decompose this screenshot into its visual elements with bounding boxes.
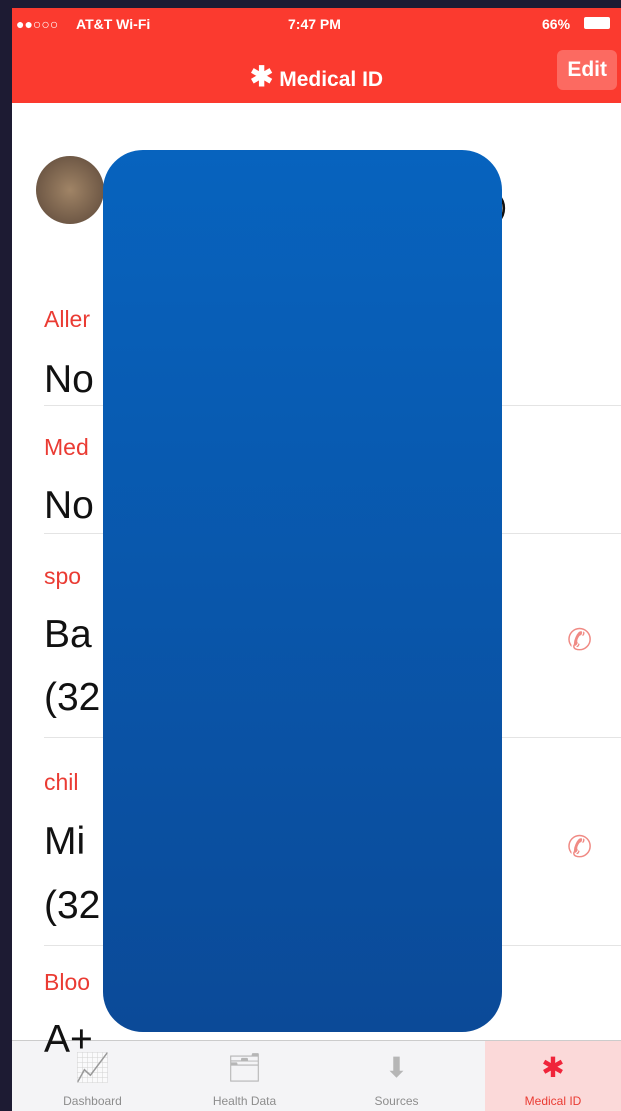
call-button[interactable]: ✆	[567, 830, 592, 865]
field-value: Ba	[44, 613, 92, 657]
battery: 66%	[542, 16, 570, 32]
field-label: Med	[44, 434, 89, 461]
field-value: (32	[44, 884, 100, 928]
title: ✱ Medical ID	[12, 60, 621, 93]
field-value: Mi	[44, 820, 85, 864]
avatar	[36, 156, 104, 224]
status-dots: ●●○○○	[16, 16, 58, 32]
tab[interactable]: ⬇ Sources	[336, 1041, 457, 1111]
tab[interactable]: ✱ Medical ID	[485, 1041, 621, 1111]
field-value: (32	[44, 676, 100, 720]
field-label: spo	[44, 563, 81, 590]
edit-button[interactable]: Edit	[557, 50, 617, 90]
tab-icon: ⬇	[336, 1051, 457, 1084]
call-button[interactable]: ✆	[567, 623, 592, 658]
title-text: Medical ID	[279, 68, 383, 91]
field-label: Aller	[44, 306, 90, 333]
carrier: AT&T Wi-Fi	[76, 16, 150, 32]
tab-label: Dashboard	[32, 1094, 153, 1108]
tab-icon: ✱	[485, 1051, 621, 1084]
tab-label: Health Data	[184, 1094, 305, 1108]
field-value: No	[44, 484, 94, 528]
field-value: A+	[44, 1018, 93, 1062]
tab-icon: 🗂	[184, 1051, 305, 1084]
field-label: chil	[44, 769, 79, 796]
tab-label: Medical ID	[485, 1094, 621, 1108]
battery-icon	[584, 17, 610, 29]
tab[interactable]: 🗂 Health Data	[184, 1041, 305, 1111]
field-value: No	[44, 358, 94, 402]
time: 7:47 PM	[288, 16, 341, 32]
redaction-overlay	[103, 150, 502, 1032]
tab-label: Sources	[336, 1094, 457, 1108]
page: {"status_bar": {"carrier": "AT&T Wi-Fi",…	[0, 0, 621, 1111]
nav-bar: ●●○○○ AT&T Wi-Fi 7:47 PM 66% ✱ Medical I…	[12, 8, 621, 103]
field-label: Bloo	[44, 969, 90, 996]
tab-bar: 📈Dashboard🗂Health Data⬇Sources✱Medical I…	[12, 1040, 621, 1111]
